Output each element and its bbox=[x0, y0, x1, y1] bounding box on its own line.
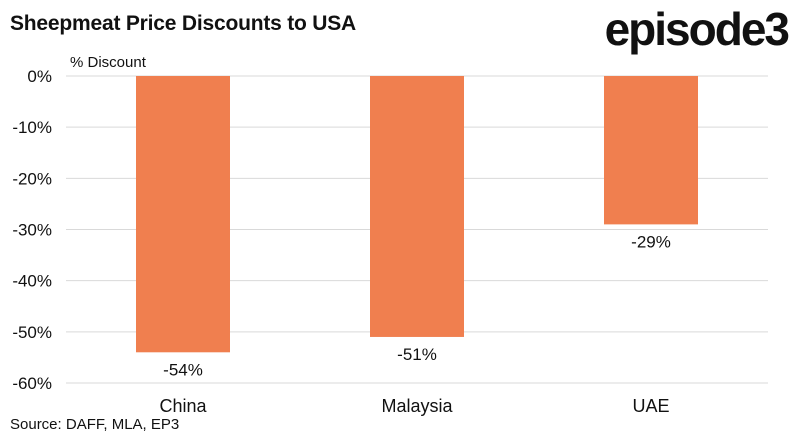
bar-china bbox=[136, 76, 230, 353]
data-label: -51% bbox=[397, 345, 437, 364]
data-label: -54% bbox=[163, 360, 203, 379]
y-tick-label: -40% bbox=[12, 272, 52, 291]
x-tick-label: Malaysia bbox=[381, 396, 453, 416]
x-tick-label: China bbox=[159, 396, 207, 416]
brand-logo: episode3 bbox=[604, 3, 790, 55]
y-tick-label: -60% bbox=[12, 374, 52, 393]
bar-malaysia bbox=[370, 76, 464, 337]
y-tick-label: -10% bbox=[12, 118, 52, 137]
bar-uae bbox=[604, 76, 698, 225]
x-tick-label: UAE bbox=[632, 396, 669, 416]
chart-title: Sheepmeat Price Discounts to USA bbox=[10, 12, 357, 35]
y-tick-label: 0% bbox=[27, 67, 52, 86]
y-axis-label: % Discount bbox=[70, 54, 147, 71]
data-label: -29% bbox=[631, 232, 671, 251]
y-tick-label: -50% bbox=[12, 323, 52, 342]
y-tick-label: -30% bbox=[12, 221, 52, 240]
source-note: Source: DAFF, MLA, EP3 bbox=[10, 416, 180, 433]
y-tick-label: -20% bbox=[12, 169, 52, 188]
